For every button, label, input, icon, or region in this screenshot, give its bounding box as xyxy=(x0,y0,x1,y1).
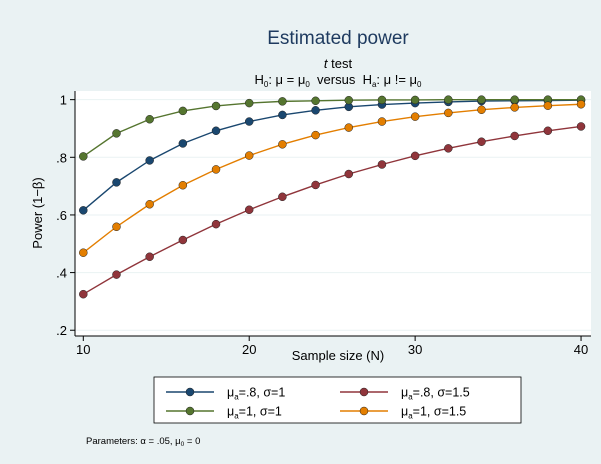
chart-title: Estimated power xyxy=(267,28,409,49)
data-point xyxy=(511,103,519,111)
data-point xyxy=(212,220,220,228)
data-point xyxy=(112,223,120,231)
data-point xyxy=(79,206,87,214)
legend-swatch-marker xyxy=(360,388,368,396)
ha-h: H xyxy=(363,72,372,87)
x-tick-label: 30 xyxy=(408,342,422,357)
data-point xyxy=(245,99,253,107)
data-point xyxy=(278,97,286,105)
h0-rest: : μ = μ xyxy=(268,72,305,87)
data-point xyxy=(477,138,485,146)
data-point xyxy=(179,236,187,244)
data-point xyxy=(146,253,154,261)
data-point xyxy=(278,140,286,148)
versus-word: versus xyxy=(310,72,363,87)
data-point xyxy=(444,144,452,152)
data-point xyxy=(345,170,353,178)
hypotheses-line: H0: μ = μ0 versus Ha: μ != μ0 xyxy=(254,72,422,89)
data-point xyxy=(146,156,154,164)
data-point xyxy=(345,124,353,132)
note-suffix: = 0 xyxy=(184,436,200,447)
legend-swatch-marker xyxy=(360,407,368,415)
data-point xyxy=(411,96,419,104)
data-point xyxy=(212,127,220,135)
data-point xyxy=(112,178,120,186)
data-point xyxy=(112,271,120,279)
data-point xyxy=(378,118,386,126)
data-point xyxy=(79,152,87,160)
y-tick-label: .2 xyxy=(56,323,67,338)
plot-area xyxy=(75,91,591,336)
data-point xyxy=(444,109,452,117)
data-point xyxy=(378,96,386,104)
h0-h: H xyxy=(254,72,263,87)
data-point xyxy=(179,139,187,147)
y-tick-label: .6 xyxy=(56,208,67,223)
data-point xyxy=(345,96,353,104)
x-tick-label: 10 xyxy=(76,342,90,357)
data-point xyxy=(79,290,87,298)
data-point xyxy=(245,206,253,214)
data-point xyxy=(511,132,519,140)
data-point xyxy=(312,131,320,139)
ha-rest: : μ != μ xyxy=(376,72,417,87)
y-tick-label: .4 xyxy=(56,266,67,281)
data-point xyxy=(577,122,585,130)
data-point xyxy=(212,165,220,173)
y-axis-title: Power (1−β) xyxy=(30,177,45,248)
subtitle-test: test xyxy=(328,56,353,71)
note-prefix: Parameters: α = .05, μ xyxy=(86,436,181,447)
data-point xyxy=(146,200,154,208)
data-point xyxy=(245,118,253,126)
data-point xyxy=(477,96,485,104)
x-axis-title: Sample size (N) xyxy=(292,348,384,363)
data-point xyxy=(312,181,320,189)
data-point xyxy=(112,129,120,137)
data-point xyxy=(278,111,286,119)
x-tick-label: 20 xyxy=(242,342,256,357)
data-point xyxy=(79,249,87,257)
data-point xyxy=(179,107,187,115)
data-point xyxy=(411,152,419,160)
data-point xyxy=(411,113,419,121)
data-point xyxy=(477,106,485,114)
legend-swatch-marker xyxy=(186,407,194,415)
data-point xyxy=(577,100,585,108)
parameters-note: Parameters: α = .05, μ0 = 0 xyxy=(86,436,200,448)
data-point xyxy=(278,193,286,201)
data-point xyxy=(544,102,552,110)
data-point xyxy=(146,115,154,123)
data-point xyxy=(544,127,552,135)
y-tick-label: 1 xyxy=(60,93,67,108)
chart-subtitle: t test xyxy=(324,56,353,71)
data-point xyxy=(378,161,386,169)
x-tick-label: 40 xyxy=(574,342,588,357)
data-point xyxy=(511,96,519,104)
data-point xyxy=(245,152,253,160)
data-point xyxy=(312,97,320,105)
data-point xyxy=(212,102,220,110)
data-point xyxy=(179,181,187,189)
data-point xyxy=(312,106,320,114)
data-point xyxy=(444,96,452,104)
y-tick-label: .8 xyxy=(56,150,67,165)
legend-swatch-marker xyxy=(186,388,194,396)
ha-mu-sub: 0 xyxy=(417,80,422,89)
